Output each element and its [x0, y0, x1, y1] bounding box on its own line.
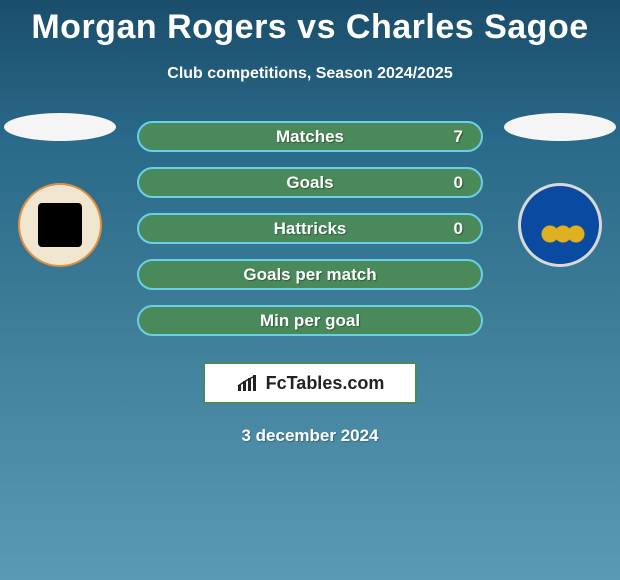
- brand-box: FcTables.com: [203, 362, 417, 404]
- stat-row: Goals 0: [137, 167, 483, 198]
- stat-value-right: 7: [454, 127, 463, 147]
- stat-row: Hattricks 0: [137, 213, 483, 244]
- stat-label: Goals: [286, 173, 333, 193]
- brand-text: FcTables.com: [266, 373, 385, 394]
- stat-label: Min per goal: [260, 311, 360, 331]
- stat-value-right: 0: [454, 173, 463, 193]
- right-flag-ellipse: [504, 113, 616, 141]
- stat-label: Hattricks: [274, 219, 347, 239]
- brand-chart-icon: [236, 373, 260, 393]
- left-club-badge: [18, 183, 102, 267]
- right-club-badge: [518, 183, 602, 267]
- page-title: Morgan Rogers vs Charles Sagoe: [0, 0, 620, 47]
- comparison-area: Matches 7 Goals 0 Hattricks 0 Goals per match M…: [0, 121, 620, 446]
- stat-label: Matches: [276, 127, 344, 147]
- stat-rows: Matches 7 Goals 0 Hattricks 0 Goals per match M…: [137, 121, 483, 336]
- stat-row: Min per goal: [137, 305, 483, 336]
- stat-row: Goals per match: [137, 259, 483, 290]
- stat-value-right: 0: [454, 219, 463, 239]
- subtitle: Club competitions, Season 2024/2025: [0, 65, 620, 83]
- date-label: 3 december 2024: [0, 426, 620, 446]
- left-player-column: [0, 113, 120, 267]
- stat-row: Matches 7: [137, 121, 483, 152]
- stat-label: Goals per match: [243, 265, 376, 285]
- right-player-column: [500, 113, 620, 267]
- left-flag-ellipse: [4, 113, 116, 141]
